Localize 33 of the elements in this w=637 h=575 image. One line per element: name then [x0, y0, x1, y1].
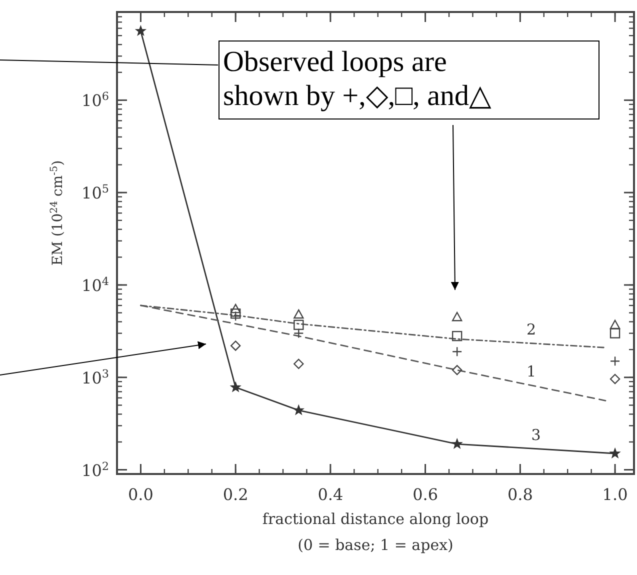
point — [610, 328, 620, 338]
y-tick-label: 10$^{2}$ — [82, 459, 109, 480]
point — [452, 312, 462, 322]
point — [452, 364, 462, 376]
x-tick-label: 0.0 — [128, 485, 154, 504]
point — [610, 448, 620, 458]
series-label: 2 — [526, 320, 536, 338]
x-tick-label: 0.8 — [507, 485, 533, 504]
point — [136, 26, 146, 36]
point — [230, 340, 241, 351]
y-tick-label: 10$^{5}$ — [82, 182, 109, 203]
annotation: Observed loops are shown by +,◇,□, and△ — [223, 46, 492, 112]
x-axis-title: fractional distance along loop (0 = base; 1 = apex) — [262, 510, 489, 554]
y-tick-label: 10$^{6}$ — [82, 90, 109, 110]
point — [294, 358, 304, 369]
x-tick-label: 0.6 — [412, 485, 438, 504]
point — [452, 330, 462, 342]
point — [610, 374, 620, 384]
y-tick-label: 10$^{3}$ — [82, 366, 109, 388]
x-tick-label: 0.2 — [222, 485, 248, 504]
point — [230, 304, 241, 314]
y-tick-label: 10$^{4}$ — [82, 274, 109, 295]
point — [294, 309, 304, 319]
point — [452, 438, 462, 448]
series-label: 3 — [531, 426, 541, 444]
x-tick-label: 1.0 — [602, 485, 628, 504]
point — [230, 308, 241, 319]
point — [230, 382, 241, 392]
point — [610, 320, 620, 330]
x-tick-label: 0.4 — [318, 485, 344, 504]
point — [294, 320, 304, 330]
point — [294, 404, 304, 415]
series-label: 1 — [526, 362, 536, 380]
